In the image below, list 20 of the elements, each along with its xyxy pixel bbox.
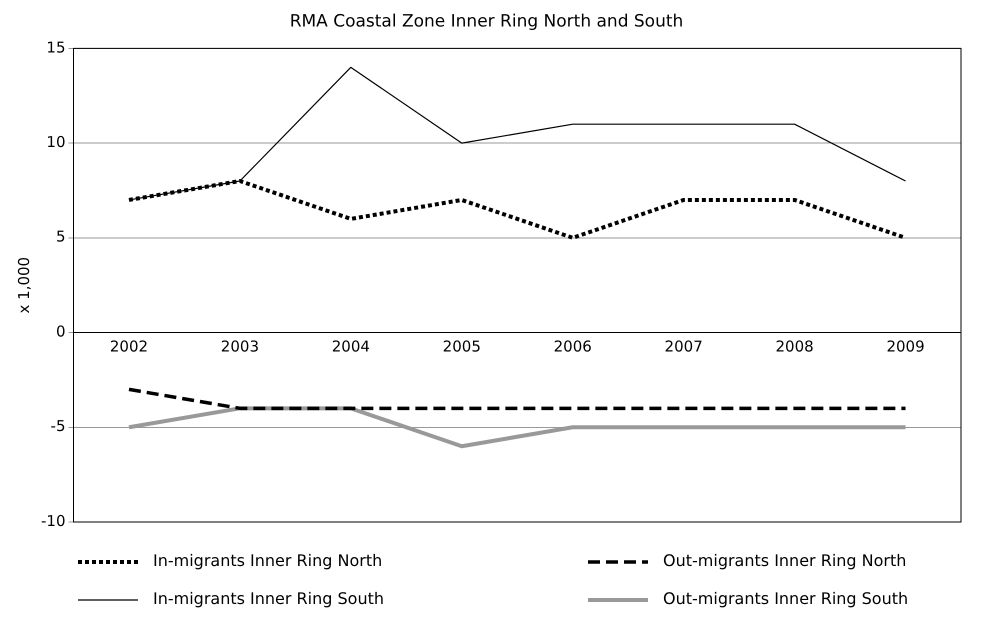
x-tick-label: 2005 <box>442 337 481 356</box>
y-axis-title: x 1,000 <box>14 256 33 314</box>
x-tick-label: 2009 <box>886 337 925 356</box>
legend-label: In-migrants Inner Ring North <box>153 551 382 570</box>
y-tick-label: 15 <box>46 38 66 56</box>
y-tick-label: -5 <box>50 417 66 436</box>
x-tick-label: 2003 <box>220 337 259 356</box>
y-tick-label: 0 <box>56 322 66 340</box>
y-tick-label: 10 <box>46 133 66 152</box>
x-tick-label: 2002 <box>110 337 148 356</box>
x-tick-label: 2004 <box>332 337 370 356</box>
chart-title: RMA Coastal Zone Inner Ring North and South <box>290 12 684 32</box>
legend-label: Out-migrants Inner Ring South <box>663 589 908 608</box>
x-tick-label: 2006 <box>554 337 592 356</box>
legend-label: In-migrants Inner Ring South <box>153 589 384 608</box>
y-tick-label: 5 <box>56 228 66 246</box>
legend-label: Out-migrants Inner Ring North <box>663 551 906 570</box>
y-tick-label: -10 <box>41 512 66 530</box>
x-tick-label: 2007 <box>664 337 703 356</box>
x-tick-label: 2008 <box>776 337 814 356</box>
